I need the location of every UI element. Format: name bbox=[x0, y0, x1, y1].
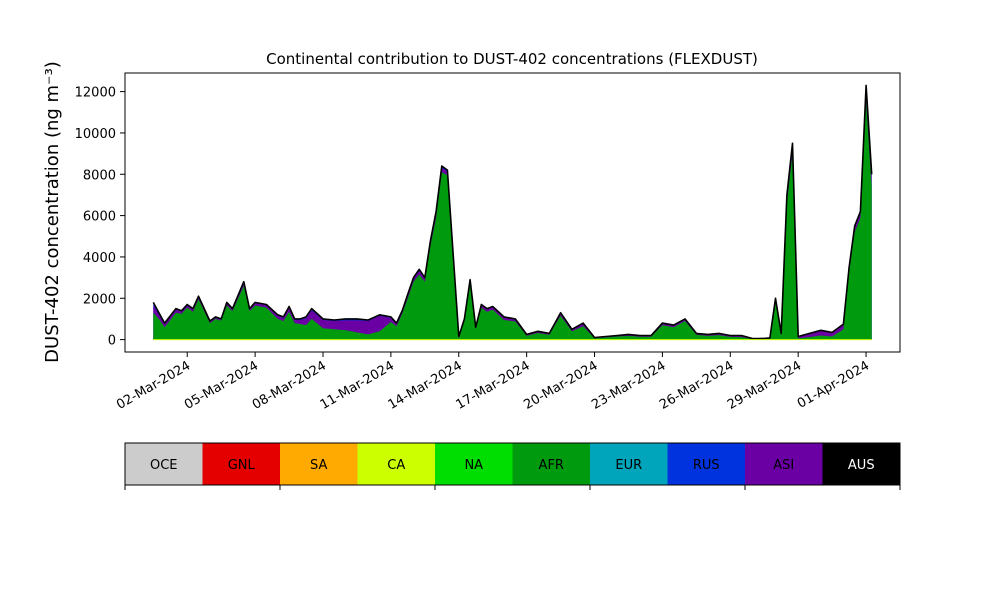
legend-swatch-eur bbox=[590, 443, 668, 485]
x-tick-label: 23-Mar-2024 bbox=[589, 358, 668, 412]
x-tick-label: 08-Mar-2024 bbox=[250, 358, 329, 412]
legend-label-rus: RUS bbox=[693, 458, 720, 473]
legend-label-aus: AUS bbox=[848, 458, 875, 473]
y-tick-label: 10000 bbox=[75, 127, 116, 142]
y-tick-label: 0 bbox=[108, 334, 116, 349]
legend-swatch-sa bbox=[280, 443, 358, 485]
legend-frame bbox=[124, 442, 901, 486]
legend-swatch-ca bbox=[357, 443, 435, 485]
legend-colorbar: OCE GNL SA CA NA AFR EUR RUS ASI AUS bbox=[124, 442, 901, 490]
y-tick-label: 6000 bbox=[83, 210, 116, 225]
plot-area: 0 2000 4000 6000 8000 10000 12000 02-Mar-202405… bbox=[75, 72, 901, 413]
y-axis-label: DUST-402 concentration (ng m⁻³) bbox=[42, 61, 63, 363]
chart-title: Continental contribution to DUST-402 con… bbox=[266, 50, 758, 68]
legend-swatch-rus bbox=[667, 443, 745, 485]
legend-label-eur: EUR bbox=[615, 458, 642, 473]
legend-swatch-gnl bbox=[202, 443, 280, 485]
total-outline bbox=[152, 84, 873, 340]
legend-label-ca: CA bbox=[387, 458, 405, 473]
y-tick-label: 4000 bbox=[83, 251, 116, 266]
legend-label-gnl: GNL bbox=[228, 458, 256, 473]
x-tick-label: 02-Mar-2024 bbox=[114, 358, 193, 412]
legend-label-na: NA bbox=[464, 458, 483, 473]
x-tick-label: 14-Mar-2024 bbox=[386, 358, 465, 412]
x-tick-label: 05-Mar-2024 bbox=[182, 358, 261, 412]
plot-frame bbox=[124, 72, 901, 353]
area-afr bbox=[153, 101, 872, 340]
y-tick-label: 12000 bbox=[75, 86, 116, 101]
legend-label-asi: ASI bbox=[773, 458, 794, 473]
legend-label-sa: SA bbox=[310, 458, 327, 473]
legend-swatch-oce bbox=[125, 443, 203, 485]
x-tick-label: 11-Mar-2024 bbox=[318, 358, 397, 412]
legend-swatch-asi bbox=[745, 443, 823, 485]
legend-swatch-aus bbox=[822, 443, 900, 485]
x-tick-label: 17-Mar-2024 bbox=[454, 358, 533, 412]
legend-label-afr: AFR bbox=[539, 458, 564, 473]
area-rus bbox=[153, 85, 872, 340]
x-tick-label: 26-Mar-2024 bbox=[657, 358, 736, 412]
legend-swatch-afr bbox=[512, 443, 590, 485]
x-tick-label: 20-Mar-2024 bbox=[521, 358, 600, 412]
legend-swatch-na bbox=[435, 443, 513, 485]
y-tick-label: 8000 bbox=[83, 168, 116, 183]
area-asi bbox=[153, 88, 872, 340]
legend-label-oce: OCE bbox=[150, 458, 178, 473]
x-tick-label: 01-Apr-2024 bbox=[795, 358, 872, 411]
x-tick-label: 29-Mar-2024 bbox=[725, 358, 804, 412]
y-tick-label: 2000 bbox=[83, 292, 116, 307]
